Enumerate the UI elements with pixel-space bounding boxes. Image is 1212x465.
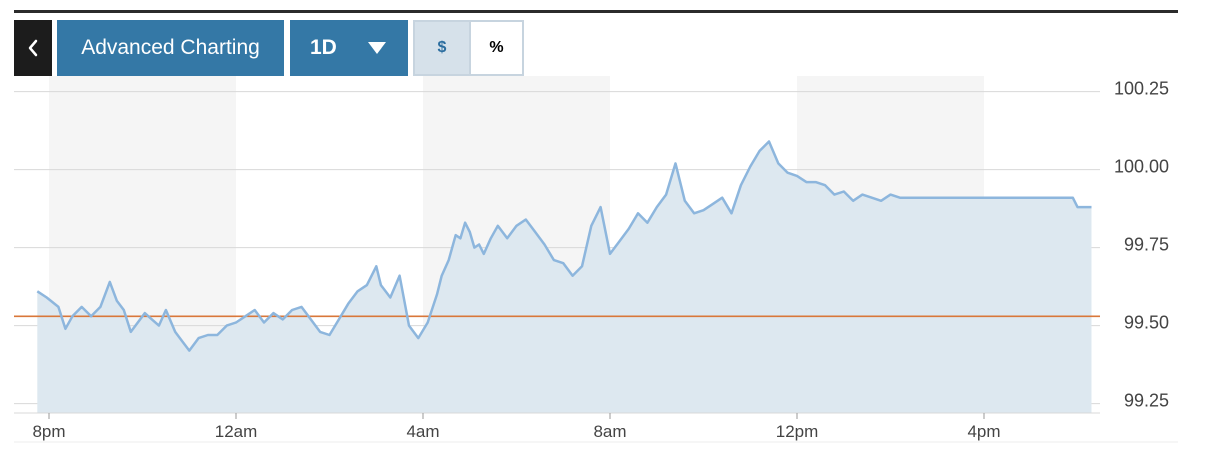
dollar-toggle-label: $ [437, 39, 447, 56]
caret-down-icon [368, 42, 386, 54]
price-line [36, 140, 1092, 352]
y-tick-label-3: 100.00 [1114, 157, 1169, 177]
top-rule [14, 10, 1178, 13]
x-tick-label-5: 4pm [967, 422, 1000, 441]
time-range-dropdown[interactable]: 1D [290, 20, 408, 76]
x-tick-label-1: 12am [215, 422, 258, 441]
x-tick-label-3: 8am [593, 422, 626, 441]
y-tick-label-0: 99.25 [1124, 391, 1169, 411]
chevron-left-icon [28, 39, 38, 57]
time-range-label: 1D [310, 36, 337, 59]
percent-toggle-label: % [489, 39, 504, 56]
advanced-charting-button[interactable]: Advanced Charting [57, 20, 284, 76]
percent-toggle[interactable]: % [469, 20, 524, 76]
y-tick-label-2: 99.75 [1124, 235, 1169, 255]
x-tick-label-2: 4am [406, 422, 439, 441]
x-tick-label-4: 12pm [776, 422, 819, 441]
y-tick-label-1: 99.50 [1124, 313, 1169, 333]
price-area [37, 141, 1092, 413]
back-button[interactable] [14, 20, 52, 76]
y-tick-label-4: 100.25 [1114, 79, 1169, 99]
x-tick-label-0: 8pm [32, 422, 65, 441]
dollar-toggle[interactable]: $ [413, 20, 469, 76]
advanced-charting-label: Advanced Charting [81, 36, 260, 59]
